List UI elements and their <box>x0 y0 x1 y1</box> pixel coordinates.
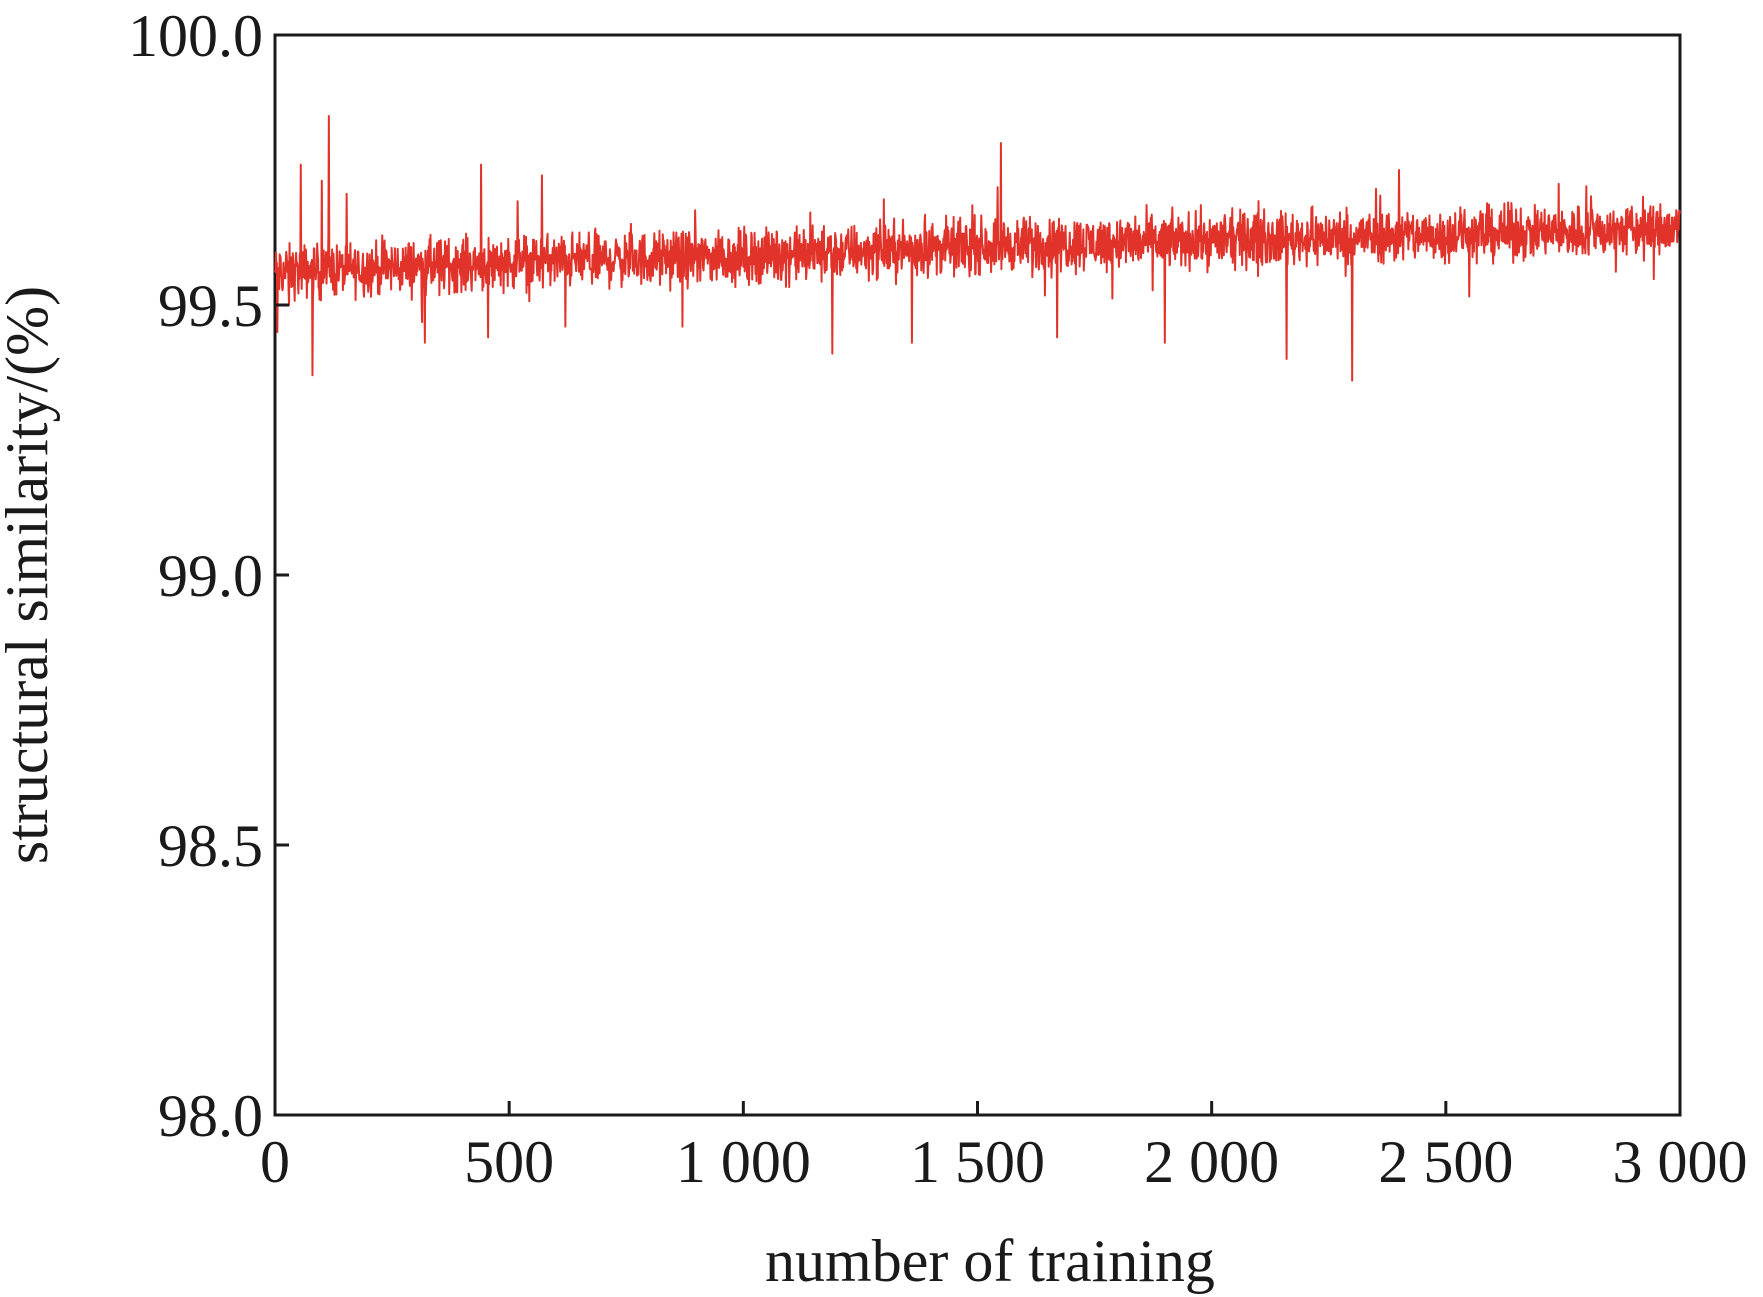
x-tick-label: 3 000 <box>1613 1129 1748 1195</box>
y-tick-label: 99.5 <box>158 273 263 339</box>
series-line <box>274 115 1681 382</box>
series-layer <box>274 115 1681 382</box>
x-tick-label: 2 500 <box>1378 1129 1513 1195</box>
y-tick-label: 98.5 <box>158 813 263 879</box>
tick-layer: 0 500 1 000 1 500 2 000 2 500 3 000 98.0 98.5 99.… <box>128 3 1748 1195</box>
y-tick-label: 100.0 <box>128 3 263 69</box>
y-tick-label: 98.0 <box>158 1083 263 1149</box>
x-tick-label: 500 <box>464 1129 554 1195</box>
y-tick-label: 99.0 <box>158 543 263 609</box>
x-tick-label: 1 000 <box>676 1129 811 1195</box>
y-axis-title: structural similarity/(%) <box>0 286 60 864</box>
x-tick-label: 1 500 <box>910 1129 1045 1195</box>
x-tick-label: 2 000 <box>1144 1129 1279 1195</box>
x-tick-label: 0 <box>260 1129 290 1195</box>
x-axis-title: number of training <box>765 1228 1215 1294</box>
plot-frame <box>273 33 1682 1117</box>
